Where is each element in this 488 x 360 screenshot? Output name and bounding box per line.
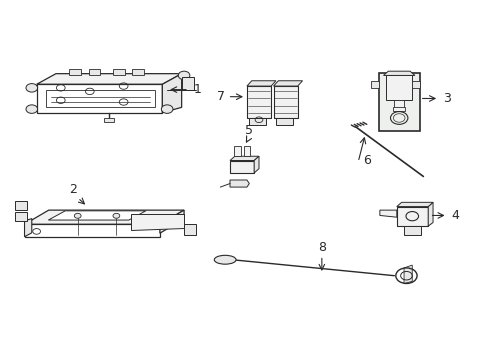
Polygon shape (229, 180, 249, 187)
Circle shape (161, 105, 173, 113)
Bar (69, 69, 81, 76)
Polygon shape (229, 156, 259, 161)
Circle shape (26, 105, 38, 113)
Text: 3: 3 (442, 92, 450, 105)
Polygon shape (371, 81, 378, 88)
Bar (104, 118, 114, 122)
Polygon shape (160, 210, 183, 233)
Polygon shape (162, 74, 181, 113)
Polygon shape (243, 146, 250, 156)
Bar (378, 73, 419, 131)
Text: 5: 5 (245, 125, 253, 138)
Polygon shape (249, 118, 265, 125)
Circle shape (113, 213, 120, 218)
Polygon shape (183, 224, 196, 235)
Polygon shape (273, 86, 297, 118)
Polygon shape (385, 76, 412, 100)
Polygon shape (233, 146, 240, 156)
Bar (113, 69, 124, 76)
Polygon shape (246, 81, 275, 86)
Polygon shape (229, 161, 254, 173)
Text: 6: 6 (362, 154, 370, 167)
Ellipse shape (214, 255, 236, 264)
Bar (393, 107, 404, 111)
Bar (181, 77, 193, 90)
Polygon shape (37, 84, 162, 113)
Bar (132, 69, 143, 76)
Polygon shape (24, 210, 183, 224)
Polygon shape (403, 265, 411, 283)
Polygon shape (396, 202, 432, 207)
Circle shape (26, 84, 38, 92)
Polygon shape (383, 71, 414, 76)
Text: 7: 7 (217, 90, 224, 103)
Polygon shape (15, 201, 27, 210)
Polygon shape (131, 214, 183, 230)
Polygon shape (15, 212, 27, 221)
Polygon shape (412, 81, 419, 88)
Text: 8: 8 (317, 242, 325, 255)
Polygon shape (393, 100, 403, 109)
Polygon shape (48, 211, 145, 220)
Text: 2: 2 (69, 183, 77, 196)
Polygon shape (379, 210, 396, 217)
Polygon shape (24, 224, 160, 237)
Polygon shape (427, 202, 432, 226)
Polygon shape (24, 219, 32, 237)
Text: 4: 4 (450, 209, 458, 222)
Polygon shape (246, 86, 270, 118)
Text: 1: 1 (193, 83, 201, 96)
Polygon shape (275, 118, 292, 125)
Polygon shape (273, 81, 302, 86)
Bar (89, 69, 100, 76)
Polygon shape (403, 226, 420, 235)
Polygon shape (254, 156, 259, 173)
Circle shape (178, 71, 189, 80)
Circle shape (74, 213, 81, 218)
Polygon shape (37, 74, 181, 84)
Polygon shape (396, 207, 427, 226)
